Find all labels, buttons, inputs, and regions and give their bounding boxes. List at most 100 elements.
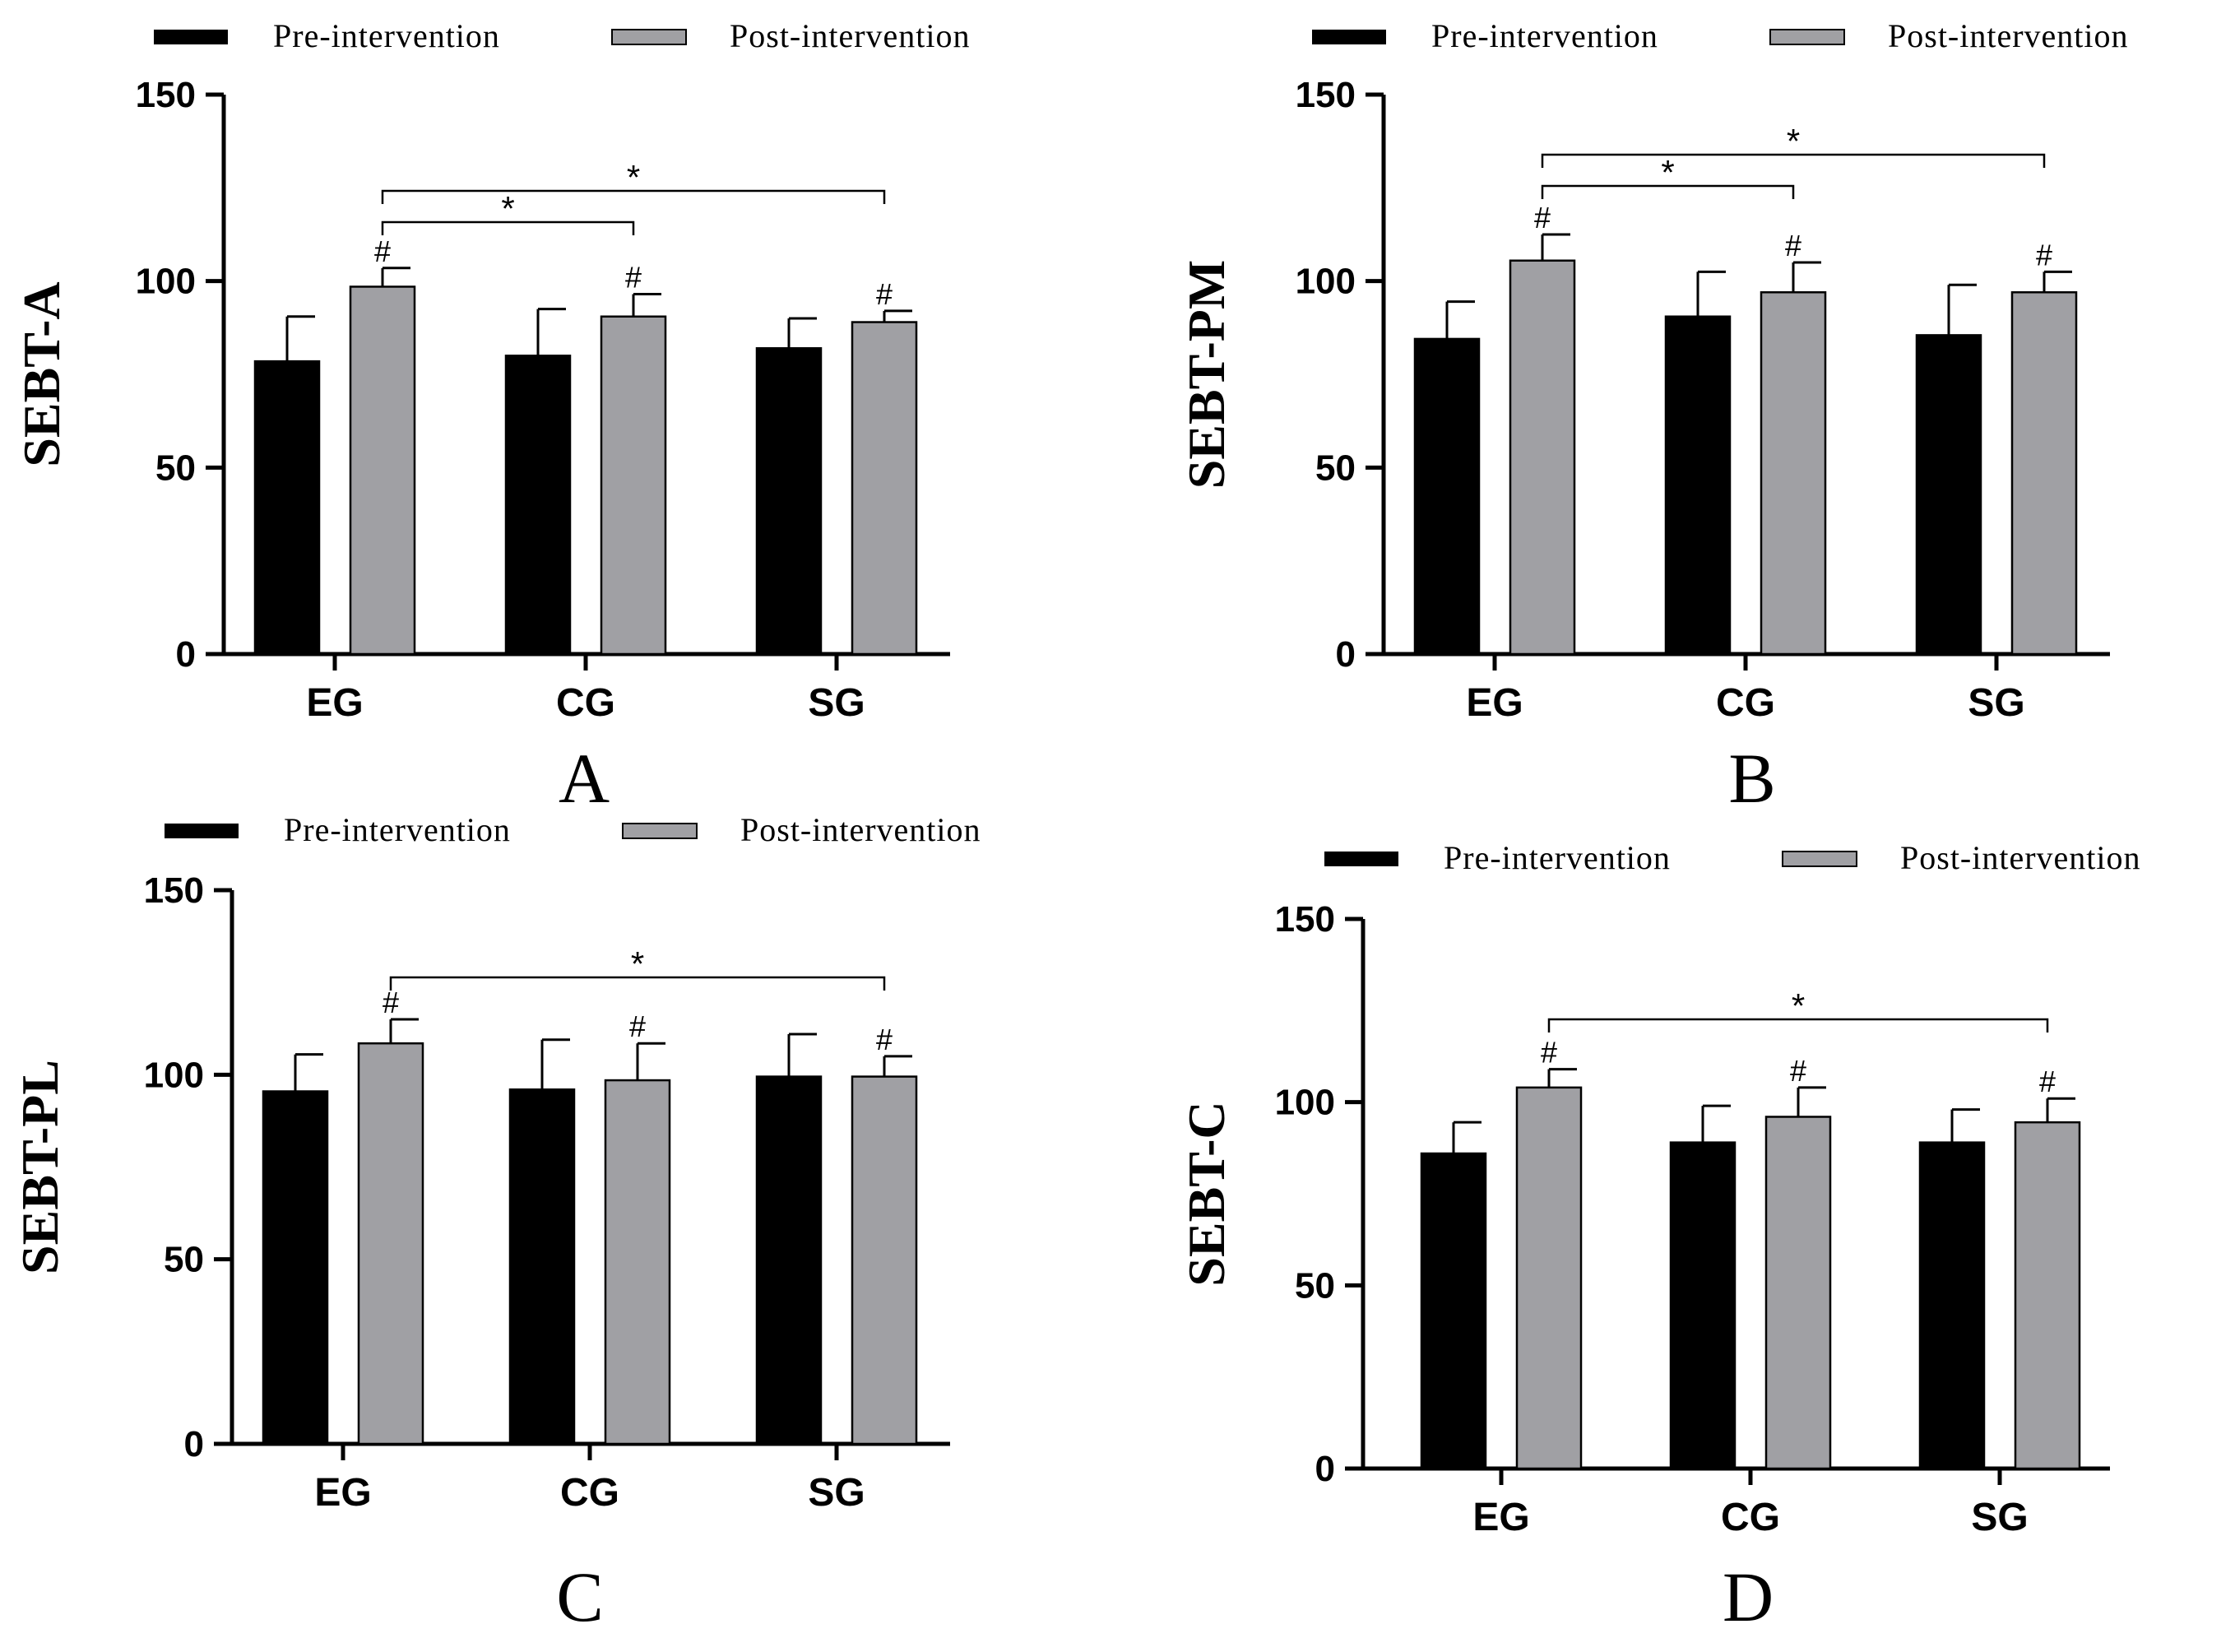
significance-hash: # <box>2039 1065 2056 1098</box>
bar-post-EG <box>1515 1086 1583 1470</box>
x-tick-label: CG <box>560 1471 619 1515</box>
x-tick-label: CG <box>556 681 615 725</box>
bar-post-SG <box>2014 1121 2081 1470</box>
y-tick-label: 0 <box>1336 634 1356 675</box>
bar-pre-CG <box>1669 1141 1737 1470</box>
y-tick-label: 0 <box>1315 1449 1335 1489</box>
y-axis-label: SEBT-PM <box>1177 260 1236 490</box>
y-axis-label: SEBT-A <box>12 281 71 466</box>
bar-pre-CG <box>1664 315 1732 656</box>
significance-hash: # <box>625 261 642 295</box>
significance-star: * <box>627 158 640 197</box>
significance-hash: # <box>383 986 399 1019</box>
bar-pre-EG <box>253 360 321 656</box>
x-tick-label: SG <box>808 1471 865 1515</box>
y-tick-label: 150 <box>1296 75 1356 115</box>
legend-label-post: Post-intervention <box>1888 17 2129 54</box>
bar-pre-SG <box>755 1075 823 1446</box>
legend: Pre-intervention Post-intervention <box>154 17 971 54</box>
legend-label-post: Post-intervention <box>740 811 981 848</box>
panel-label: C <box>556 1557 603 1636</box>
legend: Pre-intervention Post-intervention <box>165 811 981 848</box>
y-tick-label: 150 <box>1275 899 1335 940</box>
legend-swatch-post <box>611 29 687 45</box>
bar-post-EG <box>357 1042 424 1446</box>
bar-pre-SG <box>755 347 823 656</box>
x-tick-label: SG <box>1968 681 2024 725</box>
significance-star: * <box>1661 153 1674 192</box>
bar-pre-EG <box>1420 1152 1487 1470</box>
significance-hash: # <box>1785 229 1801 262</box>
legend-swatch-pre <box>154 30 228 44</box>
legend-swatch-pre <box>165 824 239 838</box>
significance-star: * <box>631 944 644 983</box>
y-axis-label: SEBT-C <box>1177 1101 1236 1286</box>
x-tick-label: EG <box>1472 1496 1529 1539</box>
bar-post-CG <box>1764 1116 1832 1470</box>
significance-star: * <box>501 189 514 228</box>
legend-swatch-pre <box>1324 852 1398 866</box>
y-tick-label: 100 <box>1296 262 1356 302</box>
x-tick-label: EG <box>314 1471 371 1515</box>
panel-label: A <box>559 739 610 818</box>
significance-hash: # <box>1534 201 1551 234</box>
chart-panel-A: Pre-intervention Post-intervention 0 50 100 1… <box>12 17 971 818</box>
x-tick-label: SG <box>1971 1496 2028 1539</box>
x-tick-label: EG <box>306 681 363 725</box>
significance-bracket <box>389 976 886 991</box>
bar-post-SG <box>2010 291 2078 656</box>
bar-pre-CG <box>508 1088 576 1446</box>
legend-label-pre: Pre-intervention <box>1431 17 1658 54</box>
legend-swatch-post <box>622 823 698 839</box>
y-axis-label: SEBT-PL <box>11 1060 69 1274</box>
x-tick-label: SG <box>808 681 865 725</box>
bar-pre-CG <box>504 355 572 656</box>
y-tick-label: 100 <box>136 262 196 302</box>
significance-bracket <box>381 220 635 235</box>
significance-hash: # <box>1790 1054 1806 1088</box>
bar-post-EG <box>1509 259 1576 656</box>
y-tick-label: 100 <box>144 1055 204 1095</box>
legend-label-pre: Pre-intervention <box>273 17 500 54</box>
y-tick-label: 50 <box>1295 1265 1335 1306</box>
significance-bracket <box>1541 184 1795 199</box>
y-tick-label: 50 <box>155 448 196 488</box>
x-tick-label: CG <box>1716 681 1775 725</box>
y-tick-label: 150 <box>144 870 204 911</box>
panel-label: B <box>1728 739 1775 818</box>
legend-label-post: Post-intervention <box>730 17 971 54</box>
significance-hash: # <box>876 277 893 311</box>
y-tick-label: 50 <box>164 1240 204 1280</box>
bar-post-CG <box>1760 291 1827 656</box>
legend-label-pre: Pre-intervention <box>284 811 511 848</box>
bar-post-EG <box>349 285 416 656</box>
x-tick-label: EG <box>1466 681 1523 725</box>
significance-hash: # <box>629 1009 646 1043</box>
y-tick-label: 0 <box>184 1424 204 1464</box>
bar-pre-EG <box>262 1090 329 1446</box>
significance-bracket <box>381 189 886 204</box>
bar-post-CG <box>604 1079 671 1446</box>
significance-star: * <box>1787 122 1800 160</box>
panel-label: D <box>1723 1557 1774 1636</box>
legend-swatch-pre <box>1312 30 1386 44</box>
legend-swatch-post <box>1769 29 1845 45</box>
bar-pre-SG <box>1915 334 1982 656</box>
legend: Pre-intervention Post-intervention <box>1312 17 2129 54</box>
legend: Pre-intervention Post-intervention <box>1324 839 2140 876</box>
bar-post-SG <box>851 1075 918 1446</box>
x-tick-label: CG <box>1721 1496 1780 1539</box>
chart-panel-D: Pre-intervention Post-intervention 0 50 100 1… <box>1177 839 2140 1636</box>
bar-pre-SG <box>1918 1141 1986 1470</box>
y-tick-label: 50 <box>1315 448 1356 488</box>
y-tick-label: 0 <box>176 634 196 675</box>
bar-post-SG <box>851 321 918 656</box>
significance-hash: # <box>1541 1036 1557 1070</box>
significance-star: * <box>1792 986 1805 1025</box>
legend-label-pre: Pre-intervention <box>1444 839 1671 876</box>
y-tick-label: 150 <box>136 75 196 115</box>
significance-hash: # <box>374 234 391 268</box>
significance-hash: # <box>2036 238 2052 271</box>
y-tick-label: 100 <box>1275 1083 1335 1123</box>
